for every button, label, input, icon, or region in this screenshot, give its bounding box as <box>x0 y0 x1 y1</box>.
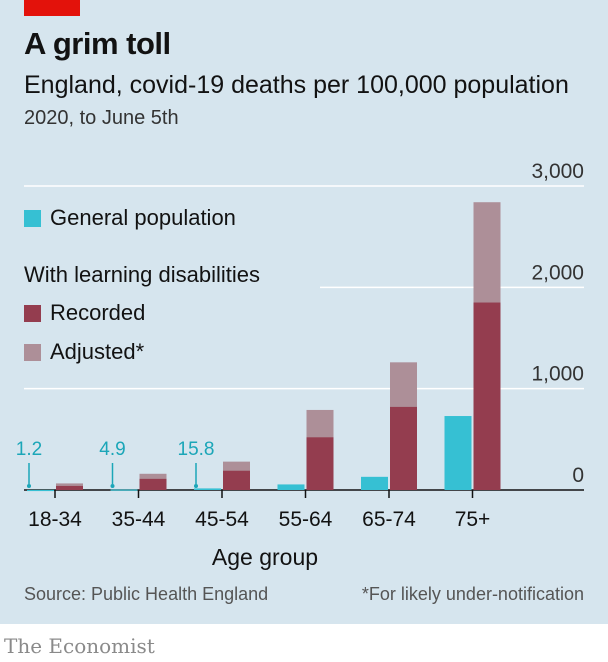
x-tick-label-18-34: 18-34 <box>28 508 82 531</box>
x-tick-label-45-54: 45-54 <box>195 508 249 531</box>
bar-recorded-55-64 <box>306 437 334 490</box>
brand-red-tab <box>24 0 80 16</box>
bar-recorded-75+ <box>473 302 501 490</box>
bar-recorded-65-74 <box>390 406 417 490</box>
x-tick-label-35-44: 35-44 <box>112 508 166 531</box>
value-label-45-54: 15.8 <box>178 439 215 460</box>
bar-general-45-54 <box>194 488 221 490</box>
x-tick-label-65-74: 65-74 <box>362 508 416 531</box>
chart-subtitle: England, covid-19 deaths per 100,000 pop… <box>24 71 569 99</box>
value-dot-35-44 <box>110 484 115 488</box>
publisher-logo: The Economist <box>4 634 155 658</box>
bar-general-65-74 <box>361 476 388 490</box>
bar-general-35-44 <box>110 489 138 491</box>
chart-panel <box>0 0 608 624</box>
bar-recorded-18-34 <box>56 485 83 490</box>
legend-adjusted: Adjusted* <box>24 339 144 365</box>
chart-date-range: 2020, to June 5th <box>24 107 179 129</box>
value-label-18-34: 1.2 <box>16 439 42 460</box>
y-tick-label-1000: 1,000 <box>531 363 584 386</box>
legend-recorded: Recorded <box>24 300 145 326</box>
bar-recorded-45-54 <box>223 470 250 490</box>
legend-group-heading: With learning disabilities <box>24 262 260 287</box>
legend-label-general: General population <box>50 205 236 230</box>
value-dot-45-54 <box>194 484 198 488</box>
legend-label-recorded: Recorded <box>50 300 146 325</box>
bar-recorded-35-44 <box>139 478 167 490</box>
source-note: Source: Public Health England <box>24 584 269 604</box>
bar-chart: 0 1,000 2,000 3,000 18-34 1.2 35-44 4.9 45-54 15.… <box>16 160 584 570</box>
x-axis-title: Age group <box>212 544 318 570</box>
legend-swatch-adjusted <box>24 343 41 361</box>
bar-general-75+ <box>444 416 472 490</box>
value-dot-18-34 <box>27 484 31 488</box>
x-tick-label-75+: 75+ <box>455 508 491 531</box>
bar-general-18-34 <box>27 489 54 492</box>
y-tick-label-2000: 2,000 <box>531 261 584 284</box>
value-label-35-44: 4.9 <box>99 439 125 460</box>
x-tick-label-55-64: 55-64 <box>279 508 333 531</box>
y-tick-label-3000: 3,000 <box>531 160 584 183</box>
footnote: *For likely under-notification <box>361 584 584 604</box>
legend-swatch-recorded <box>24 304 41 322</box>
legend-general: General population <box>24 205 236 231</box>
legend-swatch-general <box>24 209 41 227</box>
legend-label-adjusted: Adjusted* <box>50 339 145 364</box>
chart-title: A grim toll <box>24 26 171 61</box>
bar-general-55-64 <box>277 484 305 490</box>
y-tick-label-0: 0 <box>572 464 584 487</box>
